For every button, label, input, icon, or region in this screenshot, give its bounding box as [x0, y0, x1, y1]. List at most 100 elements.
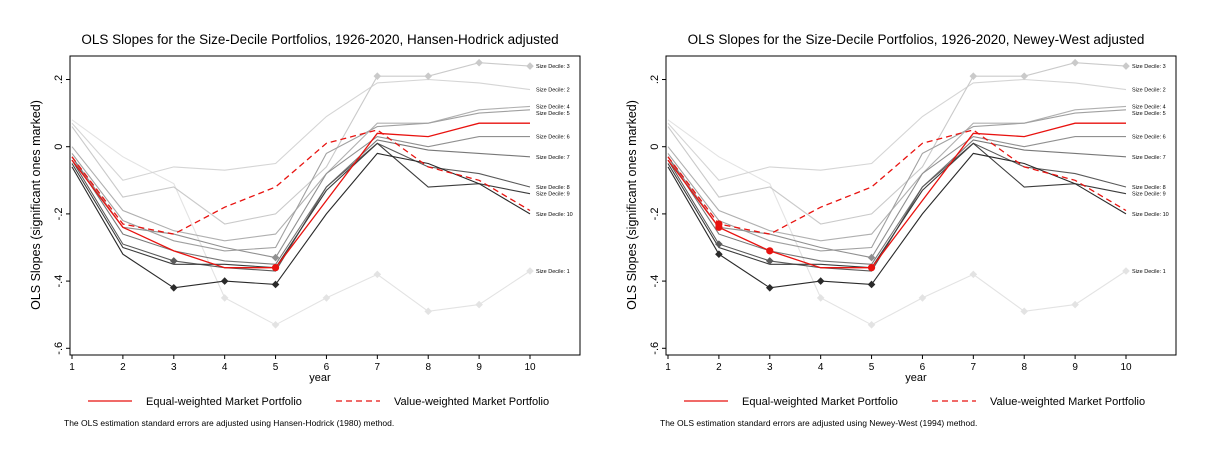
- significance-marker: [373, 270, 382, 279]
- y-tick-label: 0: [649, 144, 661, 150]
- significance-marker: [475, 58, 483, 67]
- significance-marker: [1122, 62, 1130, 70]
- x-tick-label: 9: [476, 362, 482, 373]
- series-end-label: Size Decile: 4: [1132, 104, 1166, 110]
- x-tick-label: 10: [524, 362, 536, 373]
- significance-marker: [424, 72, 433, 80]
- significance-marker: [424, 307, 433, 316]
- x-tick-label: 6: [920, 362, 926, 373]
- plot-frame: [69, 55, 581, 356]
- series-end-label: Size Decile: 2: [536, 88, 570, 94]
- significance-marker: [526, 62, 534, 70]
- legend-label-value-weighted: Value-weighted Market Portfolio: [394, 396, 549, 408]
- x-tick-label: 8: [1021, 362, 1027, 373]
- y-tick-label: -.2: [53, 207, 65, 220]
- series-end-label: Size Decile: 10: [1132, 212, 1169, 218]
- significance-marker: [271, 280, 280, 289]
- series-line-9: [71, 142, 531, 269]
- y-tick-label: .2: [649, 75, 661, 84]
- series-line-12: [667, 129, 1127, 235]
- series-end-label: Size Decile: 8: [1132, 185, 1166, 191]
- series-line-8: [71, 142, 531, 272]
- significance-marker: [220, 294, 229, 302]
- series-end-label: Size Decile: 9: [536, 192, 570, 198]
- significance-marker: [969, 270, 978, 279]
- series-line-12: [71, 129, 531, 235]
- significance-marker: [765, 284, 774, 292]
- series-end-label: Size Decile: 3: [536, 64, 570, 70]
- y-tick-label: -.6: [649, 342, 661, 355]
- significance-marker: [1071, 300, 1079, 309]
- x-tick-label: 7: [375, 362, 381, 373]
- series-line-2: [667, 78, 1127, 181]
- series-end-label: Size Decile: 7: [1132, 155, 1166, 161]
- series-end-label: Size Decile: 8: [536, 185, 570, 191]
- significance-marker: [475, 300, 483, 309]
- series-line-1: [71, 119, 531, 326]
- significance-marker: [1071, 58, 1079, 67]
- series-end-label: Size Decile: 5: [1132, 111, 1166, 117]
- chart-title: OLS Slopes for the Size-Decile Portfolio…: [688, 32, 1145, 47]
- chart-title: OLS Slopes for the Size-Decile Portfolio…: [81, 32, 558, 47]
- x-tick-label: 2: [716, 362, 722, 373]
- series-line-1: [667, 119, 1127, 326]
- series-line-7: [71, 139, 531, 265]
- plot-area: .2 0 -.2 -.4 -.6 1 2 3 4 5 6 7 8 9 10 Size Decile: 3 Siz…: [53, 55, 581, 373]
- significance-marker: [766, 247, 774, 255]
- series-end-label: Size Decile: 1: [536, 269, 570, 275]
- series-line-11: [667, 122, 1126, 269]
- significance-marker: [715, 250, 723, 259]
- series-end-label: Size Decile: 4: [536, 104, 570, 110]
- series-line-3: [667, 62, 1127, 225]
- significance-marker: [271, 253, 280, 262]
- chart-newey-west: OLS Slopes for the Size-Decile Portfolio…: [625, 32, 1177, 428]
- chart-panel-newey-west: OLS Slopes for the Size-Decile Portfolio…: [596, 0, 1204, 456]
- significance-marker: [271, 320, 280, 329]
- y-tick-label: .2: [53, 75, 65, 84]
- x-tick-label: 9: [1072, 362, 1078, 373]
- plot-area: .2 0 -.2 -.4 -.6 1 2 3 4 5 6 7 8 9 10 Size Decile: 3 Siz…: [649, 55, 1177, 373]
- y-axis-label: OLS Slopes (significant ones marked): [29, 100, 43, 310]
- significance-marker: [220, 277, 229, 285]
- significance-marker: [169, 284, 178, 292]
- significance-marker: [867, 320, 876, 329]
- y-tick-label: -.2: [649, 207, 661, 220]
- significance-marker: [816, 277, 825, 285]
- series-line-6: [667, 136, 1126, 259]
- x-tick-label: 3: [767, 362, 773, 373]
- significance-marker: [373, 72, 382, 80]
- significance-marker: [1020, 72, 1029, 80]
- x-tick-label: 2: [120, 362, 126, 373]
- x-tick-label: 10: [1120, 362, 1132, 373]
- series-line-2: [71, 78, 531, 181]
- series-line-9: [667, 142, 1127, 269]
- series-end-label: Size Decile: 1: [1132, 269, 1166, 275]
- x-tick-label: 1: [69, 362, 75, 373]
- x-axis-label: year: [905, 372, 927, 384]
- y-tick-label: -.4: [53, 275, 65, 288]
- series-end-label: Size Decile: 10: [536, 212, 573, 218]
- chart-panel-hansen-hodrick: OLS Slopes for the Size-Decile Portfolio…: [0, 0, 608, 456]
- x-tick-label: 5: [869, 362, 875, 373]
- chart-note: The OLS estimation standard errors are a…: [660, 418, 977, 428]
- significance-marker: [715, 240, 723, 248]
- x-tick-label: 1: [665, 362, 671, 373]
- series-line-3: [71, 62, 531, 225]
- x-tick-label: 4: [818, 362, 824, 373]
- chart-hansen-hodrick: OLS Slopes for the Size-Decile Portfolio…: [29, 32, 581, 428]
- significance-marker: [867, 280, 876, 289]
- legend-label-equal-weighted: Equal-weighted Market Portfolio: [742, 396, 898, 408]
- plot-frame: [665, 55, 1177, 356]
- x-tick-label: 5: [273, 362, 279, 373]
- significance-marker: [169, 257, 178, 265]
- series-line-4: [71, 105, 531, 242]
- series-line-10: [667, 152, 1127, 289]
- significance-marker: [715, 220, 723, 228]
- significance-marker: [526, 267, 534, 275]
- significance-marker: [765, 257, 774, 265]
- x-tick-label: 4: [222, 362, 228, 373]
- series-line-11: [71, 122, 530, 269]
- series-end-label: Size Decile: 9: [1132, 192, 1166, 198]
- series-end-label: Size Decile: 2: [1132, 88, 1166, 94]
